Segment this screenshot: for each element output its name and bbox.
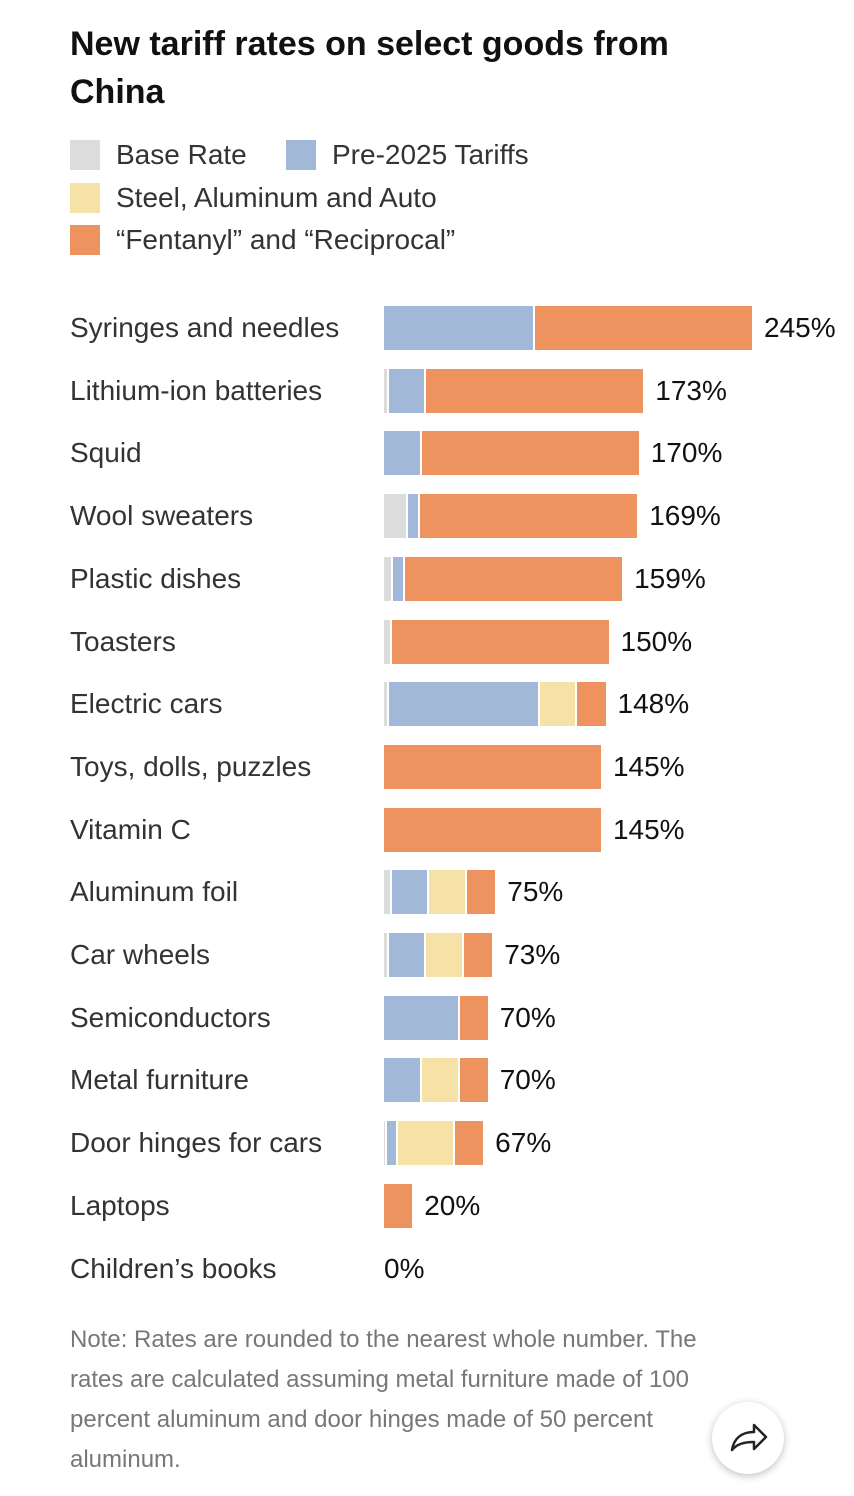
bar-segment [384,807,603,852]
category-label: Children’s books [70,1252,277,1284]
category-label: Syringes and needles [70,312,340,343]
bar-segment [384,368,389,413]
legend-item: “Fentanyl” and “Reciprocal” [70,222,455,258]
bar-segment [467,870,498,915]
bar-segment [384,556,394,601]
bar-segment [426,933,465,977]
bar-segment [384,744,603,789]
bar-segment [384,995,460,1040]
bar-segment [420,494,640,539]
bar-segment [459,1058,490,1103]
total-label: 145% [612,750,685,782]
category-label: Car wheels [70,939,211,970]
bar-segment [384,306,536,350]
bar-segment [393,556,406,601]
bar-segment [577,682,608,727]
bar-segment [384,933,389,977]
legend-swatch [70,183,100,213]
total-label: 67% [495,1127,552,1159]
total-label: 0% [384,1252,425,1284]
total-label: 159% [634,562,706,594]
share-icon [730,1423,768,1452]
bar-segment [464,933,495,977]
legend-label: Pre-2025 Tariffs [332,139,529,170]
bar-segment [391,619,611,664]
category-label: Semiconductors [70,1001,271,1033]
bar-segment [535,306,754,350]
category-label: Door hinges for cars [70,1127,323,1159]
bar-segment [388,933,427,977]
category-label: Lithium-ion batteries [70,374,323,406]
bar-segment [388,682,540,727]
total-label: 170% [650,437,723,469]
category-label: Squid [70,437,142,469]
bar-segment [384,619,392,664]
category-label: Wool sweaters [70,500,254,532]
bar-segment [421,431,641,476]
legend-item: Steel, Aluminum and Auto [70,180,437,216]
total-label: 70% [499,1001,556,1033]
legend-label: Steel, Aluminum and Auto [116,182,437,213]
total-label: 20% [424,1189,481,1221]
category-label: Electric cars [70,688,223,720]
legend-label: “Fentanyl” and “Reciprocal” [116,224,456,255]
bar-segment [454,1121,486,1166]
bar-segment [408,494,421,539]
bar-segment [398,1121,455,1166]
total-label: 245% [764,312,836,343]
bar-segment [391,870,430,915]
legend-swatch [70,140,100,170]
total-label: 150% [620,625,693,657]
category-label: Laptops [70,1189,170,1221]
note: Note: Rates are rounded to the nearest w… [70,1326,697,1473]
bar-segment [459,995,490,1040]
total-label: 75% [507,876,564,908]
share-button[interactable] [712,1402,784,1474]
bar-segment [539,682,578,727]
bar-segment [384,1121,388,1166]
category-label: Toys, dolls, puzzles [70,750,312,782]
total-label: 70% [499,1064,556,1096]
total-label: 73% [504,939,561,970]
legend-item: Pre-2025 Tariffs [286,137,529,173]
bar-segment [405,556,625,601]
total-label: 173% [655,374,727,406]
category-label: Metal furniture [70,1064,249,1096]
bar-segment [384,1058,422,1103]
bar-segment [388,368,427,413]
bar-segment [384,870,392,915]
legend-swatch [286,140,316,170]
category-label: Aluminum foil [70,876,239,908]
bar-segment [384,682,389,727]
total-label: 148% [617,688,690,720]
bar-segment [429,870,468,915]
bar-segment [384,494,409,539]
bar-segment [426,368,646,413]
legend-label: Base Rate [116,139,247,170]
bar-segment [384,431,422,476]
legend-item: Base Rate [70,137,247,173]
total-label: 145% [612,813,685,845]
legend-swatch [70,225,100,255]
category-label: Toasters [70,625,176,657]
category-label: Plastic dishes [70,562,242,594]
bar-segment [387,1121,399,1166]
bar-segment [384,1183,415,1228]
category-label: Vitamin C [70,813,191,845]
chart-title: New tariff rates on select goods from Ch… [70,25,669,111]
total-label: 169% [649,500,721,532]
bar-segment [421,1058,460,1103]
